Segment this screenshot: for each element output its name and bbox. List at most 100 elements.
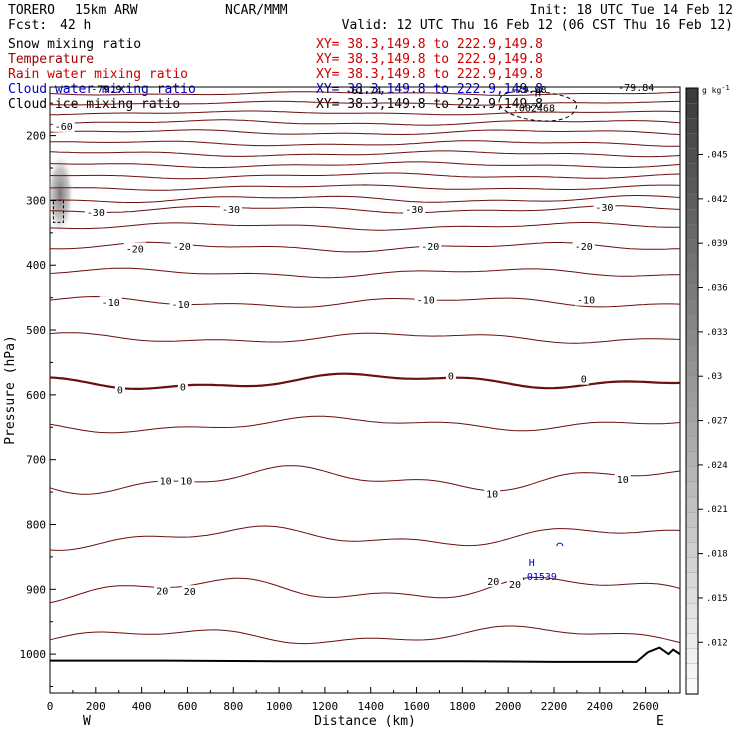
colorbar-cell xyxy=(685,602,699,619)
center-title: NCAR/MMM xyxy=(225,3,288,18)
fcst-label: Fcst: xyxy=(8,18,47,33)
x-axis-label: Distance (km) xyxy=(314,714,416,729)
isotherm-line xyxy=(49,372,681,390)
west-end-label: W xyxy=(83,714,91,729)
contour-label: 0 xyxy=(448,371,454,382)
isotherm-line xyxy=(49,161,681,169)
contour-label-bg xyxy=(178,474,195,487)
isotherm-line xyxy=(49,91,681,96)
contour-label: -20 xyxy=(126,244,144,255)
field-xy: XY= 38.3,149.8 to 222.9,149.8 xyxy=(316,37,543,52)
contour-label: 10 xyxy=(617,475,629,486)
plot-area: -60 -30 -30 -30 -30 -20 -20 -20 -20 -10 -10 -10 -10 0… xyxy=(46,83,681,694)
colorbar-cell xyxy=(685,633,699,650)
y-axis-label: Pressure (hPa) xyxy=(3,335,18,445)
contour-label-bg xyxy=(169,298,192,311)
isotherm-line xyxy=(49,332,681,344)
colorbar-cell xyxy=(685,148,699,165)
x-tick-label: 1400 xyxy=(357,700,384,713)
contour-label: 20 xyxy=(184,587,196,598)
colorbar-tick-label: .033 xyxy=(706,328,728,338)
colorbar-cell xyxy=(685,421,699,438)
cloud-ice-shade xyxy=(46,151,75,236)
isotherm-line xyxy=(49,172,681,180)
colorbar-cell xyxy=(685,405,699,422)
contour-label: -30 xyxy=(405,205,423,216)
x-tick-label: 600 xyxy=(178,700,198,713)
contour-label: -10 xyxy=(577,296,595,307)
temperature-isotherms xyxy=(49,91,681,645)
contour-label-bg xyxy=(84,206,107,219)
colorbar-ticks: .045 .042 .039 .036 .033 .03 .027 .024 .021 .018.… xyxy=(698,151,728,648)
field-legend: Snow mixing ratio XY= 38.3,149.8 to 222.9… xyxy=(8,37,543,112)
colorbar-unit: g kg-1 xyxy=(702,84,730,95)
x-tick-label: 1000 xyxy=(266,700,293,713)
contour-label-bg xyxy=(572,239,595,252)
contour-label-bg xyxy=(575,293,598,306)
colorbar-cell xyxy=(685,209,699,225)
y-tick-label: 500 xyxy=(26,324,46,337)
top-contour-label: -79.9 xyxy=(91,84,121,95)
x-tick-label: 2000 xyxy=(495,700,522,713)
resolution-title: 15km ARW xyxy=(75,3,138,18)
isotherm-line xyxy=(49,295,681,308)
cloud-ice-max-marker: H xyxy=(535,88,541,99)
contour-label-bg xyxy=(154,584,171,597)
cloud-water-contour: H .01539 xyxy=(521,542,564,583)
colorbar-cell xyxy=(685,542,699,559)
contour-label-bg xyxy=(614,473,631,486)
x-tick-label: 200 xyxy=(86,700,106,713)
colorbar-tick-label: .045 xyxy=(706,151,728,161)
colorbar-cell xyxy=(685,557,699,574)
colorbar-cell xyxy=(685,103,699,119)
colorbar-tick-label: .027 xyxy=(706,417,728,427)
y-tick-label: 600 xyxy=(26,389,46,402)
isotherm-line xyxy=(49,100,680,106)
colorbar-cell xyxy=(685,663,699,680)
contour-label: 20 xyxy=(156,587,168,598)
colorbar-cell xyxy=(685,360,699,377)
y-tick-label: 900 xyxy=(26,583,46,596)
isotherm-line xyxy=(50,205,681,214)
contour-label: 0 xyxy=(180,382,186,393)
isotherm-line xyxy=(49,415,681,434)
contour-label-bg xyxy=(52,119,75,132)
contour-label-bg xyxy=(403,202,426,215)
colorbar-tick-label: .03 xyxy=(706,372,722,382)
field-xy: XY= 38.3,149.8 to 222.9,149.8 xyxy=(316,67,543,82)
colorbar-cell xyxy=(685,527,699,544)
colorbar-cell xyxy=(685,193,699,210)
contour-label-bg xyxy=(445,369,456,382)
colorbar-cell xyxy=(685,436,699,453)
field-label: Rain water mixing ratio xyxy=(8,67,188,82)
contour-label: -10 xyxy=(417,296,435,307)
colorbar-cell xyxy=(685,315,699,332)
contour-label-bg xyxy=(99,296,122,309)
contour-label: -20 xyxy=(421,242,439,253)
contour-label-bg xyxy=(484,487,501,500)
contour-label: -10 xyxy=(102,298,120,309)
contour-label-bg xyxy=(419,239,442,252)
cloud-water-max-marker: H xyxy=(529,558,535,569)
colorbar-cell xyxy=(685,269,699,286)
cloud-ice-max-value: .002468 xyxy=(513,103,555,114)
x-tick-label: 800 xyxy=(223,700,243,713)
x-tick-label: 2400 xyxy=(587,700,614,713)
contour-label: -20 xyxy=(575,242,593,253)
contour-label-bg xyxy=(507,578,524,591)
colorbar-cell xyxy=(685,224,699,241)
colorbar-cell xyxy=(685,512,699,529)
colorbar-cell xyxy=(685,648,699,665)
y-tick-label: 700 xyxy=(26,454,46,467)
contour-label-bg xyxy=(485,574,502,587)
y-tick-label: 300 xyxy=(26,194,46,207)
east-end-label: E xyxy=(656,714,664,729)
x-tick-label: 1200 xyxy=(312,700,339,713)
valid-time: Valid: 12 UTC Thu 16 Feb 12 (06 CST Thu … xyxy=(342,18,733,33)
contour-label: -30 xyxy=(595,203,613,214)
cloud-water-max-value: .01539 xyxy=(521,572,557,583)
contour-label-bg xyxy=(114,383,125,396)
x-axis: 0 200 400 600 800 1000 1200 1400 1600 1800 2000 220… xyxy=(47,687,670,713)
colorbar-cell xyxy=(685,375,699,392)
contour-label: 0 xyxy=(581,375,587,386)
